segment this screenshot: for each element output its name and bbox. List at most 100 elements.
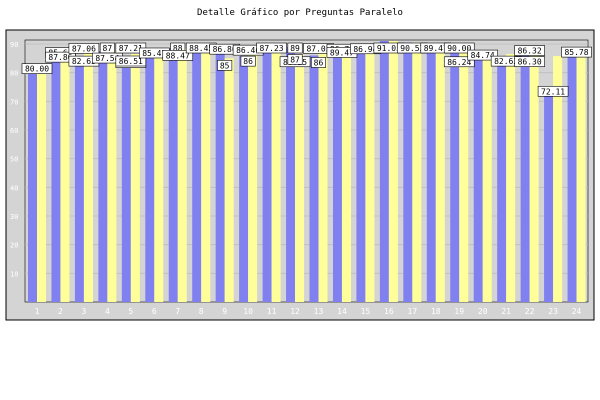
bar-series2 [388, 40, 398, 303]
data-label: 85.78 [564, 48, 588, 57]
bar-series2 [365, 45, 375, 302]
y-tick-label: 90 [10, 41, 18, 49]
bar-series1 [497, 65, 507, 302]
bar-series1 [403, 42, 413, 303]
data-label: 87 [290, 55, 300, 64]
bar-series2 [435, 45, 445, 302]
y-tick-label: 10 [10, 270, 18, 278]
bar-series1 [74, 65, 84, 302]
bar-series2 [60, 50, 70, 302]
bar-series1 [544, 95, 554, 302]
x-tick-label: 2 [58, 307, 63, 316]
bar-series1 [309, 55, 319, 302]
data-label-box [443, 42, 475, 54]
data-label-box [68, 43, 100, 54]
data-label: 86.32 [518, 47, 542, 56]
y-tick-label: 80 [10, 70, 18, 78]
data-label: 84.74 [471, 51, 495, 60]
x-tick-label: 23 [548, 307, 558, 316]
bar-series1 [356, 52, 366, 302]
data-label-box [310, 57, 326, 68]
bar-series2 [201, 48, 211, 303]
x-tick-label: 6 [152, 307, 157, 316]
bar-series2 [553, 56, 563, 302]
bar-series1 [121, 66, 131, 302]
bar-series2 [130, 54, 140, 302]
y-tick-label: 30 [10, 213, 18, 221]
y-tick-label: 60 [10, 127, 18, 135]
data-label-box [21, 63, 53, 74]
bar-series1 [426, 45, 436, 302]
data-label: 86.24 [447, 58, 471, 67]
bar-series1 [28, 72, 37, 303]
data-label: 87 [103, 44, 113, 53]
bar-series2 [529, 54, 539, 303]
y-tick-label: 70 [10, 98, 18, 106]
x-tick-label: 18 [431, 307, 441, 316]
bar-series2 [154, 56, 164, 303]
bar-series1 [473, 54, 483, 302]
data-label-box [561, 46, 592, 58]
x-tick-label: 8 [199, 307, 204, 316]
data-label: 87.06 [72, 44, 96, 53]
data-label: 82.63 [494, 57, 518, 66]
bar-series1 [286, 46, 296, 302]
x-tick-label: 24 [572, 307, 582, 316]
x-tick-label: 13 [314, 307, 324, 316]
bar-series2 [248, 54, 258, 303]
x-tick-label: 17 [408, 307, 418, 316]
data-label-box [443, 56, 475, 68]
data-label-box [514, 56, 545, 67]
bar-series1 [239, 56, 249, 302]
bar-series1 [262, 51, 272, 302]
x-tick-label: 14 [337, 307, 347, 316]
data-label: 90.53 [400, 44, 424, 53]
data-label: 87.23 [260, 44, 284, 53]
y-tick-label: 40 [10, 184, 18, 192]
x-tick-label: 3 [82, 307, 87, 316]
bar-series1 [520, 54, 530, 302]
data-label-box [162, 50, 194, 61]
data-label: 87.05 [306, 44, 330, 53]
x-tick-label: 4 [105, 307, 110, 316]
x-tick-label: 20 [478, 307, 488, 316]
bar-series1 [145, 51, 155, 302]
data-label: 88.45 [189, 44, 213, 53]
x-tick-label: 11 [267, 307, 277, 316]
bar-series2 [318, 52, 328, 302]
bar-series2 [177, 48, 187, 302]
data-label: 86 [314, 58, 324, 67]
data-label: 89.47 [424, 44, 448, 53]
bar-series2 [341, 53, 351, 302]
y-tick-label: 50 [10, 156, 18, 164]
data-label: 87.54 [95, 54, 119, 63]
bar-series2 [506, 54, 516, 303]
data-label: 88 [173, 44, 183, 53]
x-tick-label: 7 [175, 307, 180, 316]
x-tick-label: 5 [128, 307, 133, 316]
data-label: 86.94 [353, 45, 377, 54]
data-label-box [287, 42, 303, 54]
plot-frame [24, 39, 589, 303]
x-tick-label: 19 [454, 307, 464, 316]
bar-series2 [224, 58, 234, 303]
data-label: 87.86 [48, 53, 72, 62]
x-tick-label: 10 [243, 307, 253, 316]
data-label-box [115, 55, 147, 67]
data-label: 86.80 [213, 45, 237, 54]
data-label: 89 [290, 44, 300, 53]
bar-series1 [450, 44, 460, 302]
bar-series2 [482, 59, 492, 302]
data-label: 86 [243, 57, 253, 66]
bar-series1 [192, 48, 202, 303]
data-label-box [287, 54, 303, 65]
data-label: 85.47 [142, 49, 166, 58]
data-label-box [537, 85, 569, 97]
bar-series1 [168, 48, 178, 302]
data-label-box [240, 55, 256, 67]
x-tick-label: 22 [525, 307, 535, 316]
data-label: 82.63 [72, 57, 96, 66]
x-tick-label: 1 [35, 307, 40, 316]
